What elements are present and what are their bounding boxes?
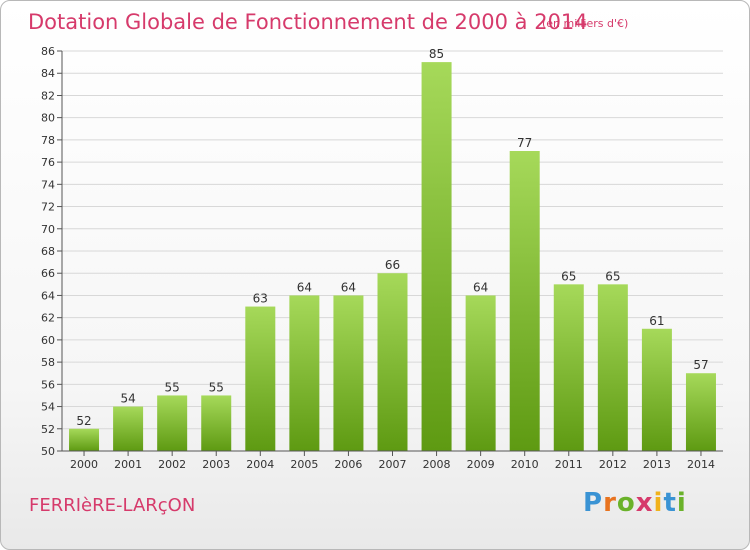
y-tick-label: 74 bbox=[41, 178, 55, 191]
x-tick-label: 2004 bbox=[246, 458, 274, 471]
y-tick-label: 76 bbox=[41, 156, 55, 169]
bar-2013 bbox=[641, 328, 672, 451]
bar-2014 bbox=[685, 373, 716, 451]
y-tick-label: 62 bbox=[41, 312, 55, 325]
y-tick-label: 68 bbox=[41, 245, 55, 258]
bar-value-label: 61 bbox=[649, 314, 664, 328]
chart-title: Dotation Globale de Fonctionnement de 20… bbox=[28, 10, 588, 34]
bar-value-label: 64 bbox=[473, 280, 488, 294]
x-axis: 2000 2001 2002 2003 2004 2005 2006 2007 2008 2009… bbox=[62, 450, 723, 471]
bar-2008 bbox=[421, 62, 452, 451]
y-tick-label: 78 bbox=[41, 134, 55, 147]
x-tick-label: 2000 bbox=[70, 458, 98, 471]
bar-value-label: 85 bbox=[429, 47, 444, 61]
y-tick-label: 60 bbox=[41, 334, 55, 347]
y-tick-label: 66 bbox=[41, 267, 55, 280]
x-tick-label: 2001 bbox=[114, 458, 142, 471]
bar-value-label: 55 bbox=[209, 380, 224, 394]
bar-2000 bbox=[69, 428, 100, 451]
x-tick-label: 2010 bbox=[511, 458, 539, 471]
bar-2001 bbox=[113, 406, 144, 451]
bar-value-label: 55 bbox=[165, 380, 180, 394]
x-tick-label: 2002 bbox=[158, 458, 186, 471]
bar-2004 bbox=[245, 306, 276, 451]
y-tick-label: 84 bbox=[41, 67, 55, 80]
bar-2002 bbox=[157, 395, 188, 451]
bar-2009 bbox=[465, 295, 496, 451]
y-tick-label: 54 bbox=[41, 401, 55, 414]
y-tick-label: 82 bbox=[41, 89, 55, 102]
y-tick-label: 80 bbox=[41, 112, 55, 125]
bar-value-label: 65 bbox=[605, 269, 620, 283]
x-tick-label: 2008 bbox=[423, 458, 451, 471]
bar-2010 bbox=[509, 151, 540, 451]
x-tick-label: 2003 bbox=[202, 458, 230, 471]
bar-value-label: 52 bbox=[76, 414, 91, 428]
bar-value-label: 57 bbox=[693, 358, 708, 372]
y-tick-label: 58 bbox=[41, 356, 55, 369]
y-tick-label: 52 bbox=[41, 423, 55, 436]
bar-2012 bbox=[597, 284, 628, 451]
bar-value-label: 64 bbox=[297, 280, 312, 294]
y-axis: 50 52 54 56 58 60 62 64 66 68 70 72 74 76 78 80 82 84 86 bbox=[41, 45, 63, 458]
bar-2005 bbox=[289, 295, 320, 451]
bar-value-label: 54 bbox=[120, 392, 135, 406]
x-tick-label: 2007 bbox=[379, 458, 407, 471]
bar-value-label: 66 bbox=[385, 258, 400, 272]
proxiti-logo[interactable]: Proxiti bbox=[583, 488, 687, 518]
chart-subtitle: (en milliers d'€) bbox=[542, 17, 629, 30]
x-tick-label: 2014 bbox=[687, 458, 715, 471]
y-tick-label: 86 bbox=[41, 45, 55, 58]
bar-value-label: 63 bbox=[253, 292, 268, 306]
y-tick-label: 72 bbox=[41, 201, 55, 214]
x-tick-label: 2013 bbox=[643, 458, 671, 471]
bar-value-label: 65 bbox=[561, 269, 576, 283]
x-tick-label: 2012 bbox=[599, 458, 627, 471]
bar-2003 bbox=[201, 395, 232, 451]
x-tick-label: 2009 bbox=[467, 458, 495, 471]
bar-2006 bbox=[333, 295, 364, 451]
y-tick-label: 64 bbox=[41, 289, 55, 302]
x-tick-label: 2011 bbox=[555, 458, 583, 471]
y-tick-label: 70 bbox=[41, 223, 55, 236]
bars: 52 54 55 55 63 64 64 66 85 64 77 65 65 61 57 bbox=[69, 47, 716, 451]
bar-value-label: 64 bbox=[341, 280, 356, 294]
y-tick-label: 50 bbox=[41, 445, 55, 458]
x-tick-label: 2005 bbox=[290, 458, 318, 471]
bar-value-label: 77 bbox=[517, 136, 532, 150]
bar-2011 bbox=[553, 284, 584, 451]
commune-name: FERRIèRE-LARçON bbox=[29, 495, 196, 516]
y-tick-label: 56 bbox=[41, 378, 55, 391]
x-tick-label: 2006 bbox=[334, 458, 362, 471]
bar-2007 bbox=[377, 273, 408, 451]
